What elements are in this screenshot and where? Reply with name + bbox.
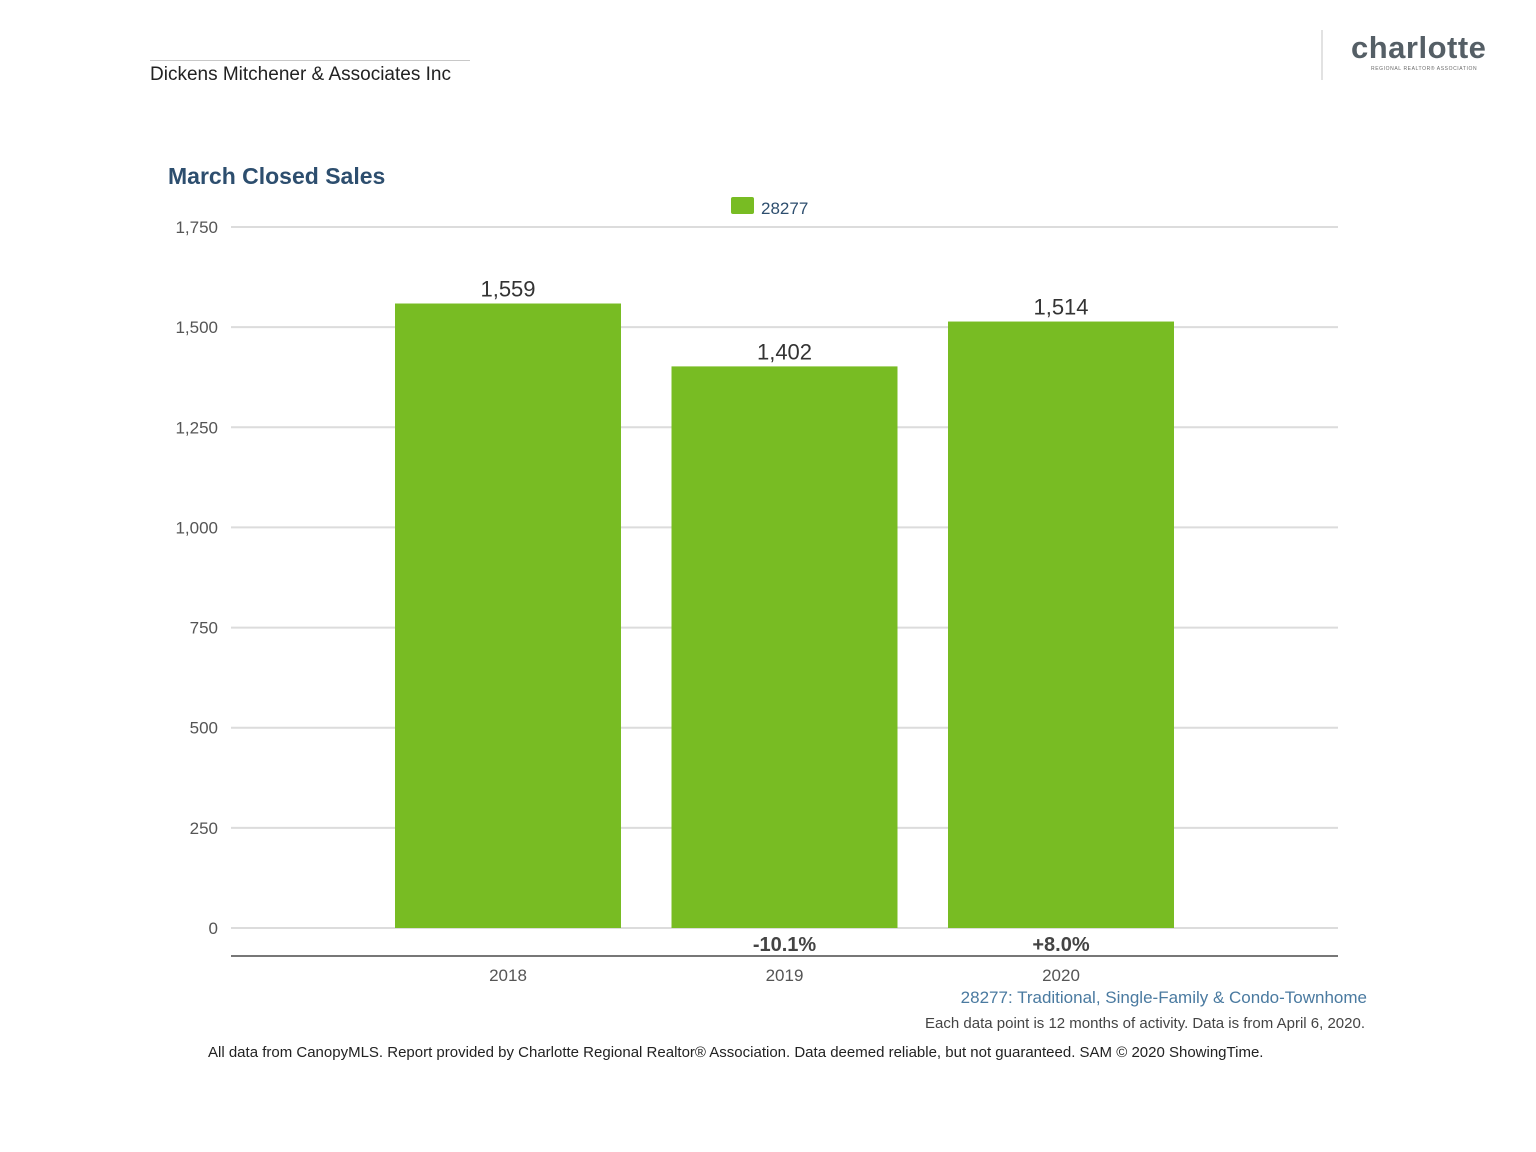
company-name: Dickens Mitchener & Associates Inc <box>150 64 451 85</box>
legend-label: 28277 <box>761 199 808 218</box>
y-tick-label: 0 <box>209 919 218 938</box>
y-tick-label: 250 <box>190 819 218 838</box>
chart-title: March Closed Sales <box>168 163 386 189</box>
bar-value-label: 1,402 <box>757 339 812 364</box>
x-tick-label: 2020 <box>1042 966 1080 985</box>
y-tick-label: 1,750 <box>175 218 218 237</box>
x-tick-label: 2019 <box>766 966 804 985</box>
change-label: -10.1% <box>753 934 817 956</box>
y-tick-label: 1,250 <box>175 418 218 437</box>
logo-subtitle: REGIONAL REALTOR® ASSOCIATION <box>1371 66 1478 72</box>
y-tick-label: 750 <box>190 619 218 638</box>
header-rule <box>150 60 470 61</box>
bar <box>671 366 898 928</box>
bar-value-label: 1,559 <box>480 277 535 302</box>
bar-value-label: 1,514 <box>1033 295 1088 320</box>
bar <box>395 303 621 928</box>
x-tick-label: 2018 <box>489 966 527 985</box>
bar <box>948 321 1174 928</box>
footer-disclaimer: All data from CanopyMLS. Report provided… <box>208 1044 1264 1061</box>
y-tick-label: 1,500 <box>175 318 218 337</box>
logo-divider <box>1321 30 1323 80</box>
legend-swatch <box>731 197 754 214</box>
charlotte-logo: charlotte REGIONAL REALTOR® ASSOCIATION <box>1351 30 1491 72</box>
y-tick-label: 1,000 <box>175 518 218 537</box>
y-tick-label: 500 <box>190 719 218 738</box>
logo-word: charlotte <box>1351 30 1487 65</box>
data-note: Each data point is 12 months of activity… <box>925 1015 1365 1032</box>
change-label: +8.0% <box>1032 934 1089 956</box>
chart-subtitle: 28277: Traditional, Single-Family & Cond… <box>960 988 1367 1007</box>
